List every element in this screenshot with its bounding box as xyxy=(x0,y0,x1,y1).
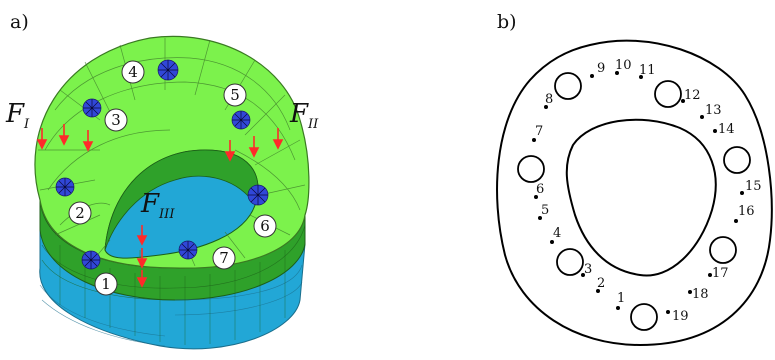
point-label-10: 10 xyxy=(615,58,632,73)
point-label-15: 15 xyxy=(745,179,762,194)
bolt-hole-2 xyxy=(55,177,75,197)
bubble-3: 3 xyxy=(104,108,128,132)
svg-text:FI: FI xyxy=(5,99,30,132)
bolt-hole-5 xyxy=(231,110,251,130)
point-dot-7 xyxy=(532,138,536,142)
svg-text:2: 2 xyxy=(75,204,85,222)
bubble-1: 1 xyxy=(94,272,118,296)
svg-text:6: 6 xyxy=(260,217,270,235)
force-arrows xyxy=(36,124,284,288)
bolt-circle-1 xyxy=(554,72,582,100)
bolt-hole-6 xyxy=(247,184,269,206)
force-label-F-III: FIII xyxy=(140,189,175,222)
point-dot-4 xyxy=(550,240,554,244)
point-dot-15 xyxy=(740,191,744,195)
bolt-circle-4 xyxy=(517,155,545,183)
bolt-hole-7 xyxy=(178,240,198,260)
point-dot-2 xyxy=(596,289,600,293)
point-label-19: 19 xyxy=(672,309,689,324)
point-dot-19 xyxy=(666,310,670,314)
point-label-3: 3 xyxy=(584,262,592,277)
point-label-8: 8 xyxy=(545,92,553,107)
point-label-12: 12 xyxy=(684,88,701,103)
point-label-2: 2 xyxy=(597,276,605,291)
point-label-18: 18 xyxy=(692,287,709,302)
svg-text:5: 5 xyxy=(230,86,240,104)
point-label-17: 17 xyxy=(712,266,729,281)
outer-contour xyxy=(496,39,773,347)
point-dot-10 xyxy=(615,71,619,75)
point-dot-11 xyxy=(639,75,643,79)
point-dot-13 xyxy=(700,115,704,119)
inner-contour xyxy=(565,118,717,277)
point-dot-1 xyxy=(616,306,620,310)
bolt-circle-2 xyxy=(654,80,682,108)
panel-b-label: b) xyxy=(497,11,517,33)
point-label-16: 16 xyxy=(738,204,755,219)
bolt-circle-3 xyxy=(723,146,751,174)
bolt-hole-1 xyxy=(81,250,101,270)
measurement-point-labels: 1 2 3 4 5 6 7 8 9 10 11 12 13 14 15 16 1… xyxy=(535,58,762,324)
force-label-F-II: FII xyxy=(289,99,319,132)
force-arrows-right xyxy=(224,128,284,162)
svg-text:3: 3 xyxy=(111,111,121,129)
force-label-F-I: FI xyxy=(5,99,30,132)
bolt-hole-3 xyxy=(82,98,102,118)
point-dot-16 xyxy=(734,219,738,223)
bubble-6: 6 xyxy=(253,214,277,238)
force-arrows-center xyxy=(136,225,148,288)
bubble-7: 7 xyxy=(212,246,236,270)
point-dot-9 xyxy=(590,74,594,78)
point-dot-6 xyxy=(534,195,538,199)
measurement-points xyxy=(532,71,744,314)
point-label-6: 6 xyxy=(536,182,544,197)
point-label-1: 1 xyxy=(617,291,625,306)
bubble-5: 5 xyxy=(223,83,247,107)
point-dot-5 xyxy=(538,216,542,220)
point-dot-3 xyxy=(581,273,585,277)
svg-text:FII: FII xyxy=(289,99,319,132)
point-dot-12 xyxy=(681,99,685,103)
point-dot-18 xyxy=(688,290,692,294)
bolt-circle-5 xyxy=(709,236,737,264)
point-dot-8 xyxy=(544,105,548,109)
svg-text:1: 1 xyxy=(101,275,111,293)
svg-text:7: 7 xyxy=(219,249,229,267)
svg-text:4: 4 xyxy=(128,63,138,81)
bolt-circle-7 xyxy=(630,303,658,331)
point-label-14: 14 xyxy=(718,122,735,137)
bolt-number-bubbles: 1 2 3 4 5 6 7 xyxy=(68,60,277,296)
panel-a-label: a) xyxy=(10,11,29,33)
bolt-circle-6 xyxy=(556,248,584,276)
bolt-hole-markers xyxy=(55,59,269,270)
bubble-4: 4 xyxy=(121,60,145,84)
point-label-11: 11 xyxy=(639,63,656,78)
point-label-5: 5 xyxy=(541,203,549,218)
point-label-4: 4 xyxy=(553,226,561,241)
force-arrows-left xyxy=(36,124,94,152)
svg-text:FIII: FIII xyxy=(140,189,175,222)
bubble-2: 2 xyxy=(68,201,92,225)
point-label-13: 13 xyxy=(705,103,722,118)
point-dot-14 xyxy=(713,129,717,133)
flange-schematic xyxy=(496,39,773,347)
point-label-7: 7 xyxy=(535,124,543,139)
point-label-9: 9 xyxy=(597,61,605,76)
point-dot-17 xyxy=(708,273,712,277)
bolt-hole-4 xyxy=(157,59,179,81)
